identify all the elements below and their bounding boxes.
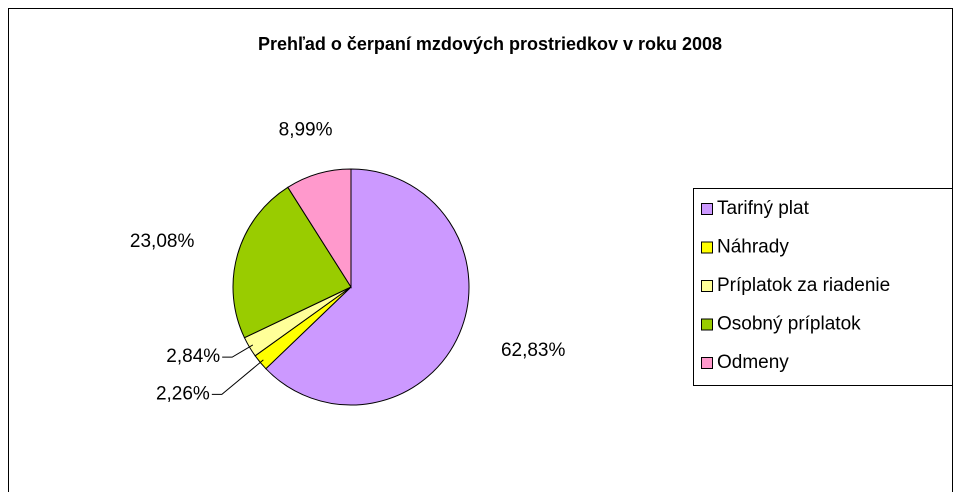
- legend-label: Príplatok za riadenie: [717, 275, 890, 296]
- leader-line: [222, 344, 254, 358]
- legend-box: [693, 188, 953, 386]
- legend-label: Náhrady: [717, 237, 789, 258]
- legend-swatch: [701, 241, 713, 254]
- pie-slice: [265, 168, 470, 406]
- data-label: 62,83%: [501, 340, 566, 361]
- data-label: 2,84%: [166, 346, 220, 367]
- legend-swatch: [701, 203, 713, 215]
- pie-slice: [287, 168, 352, 289]
- data-label: 2,26%: [156, 383, 210, 404]
- data-label: 8,99%: [279, 119, 333, 140]
- legend-label: Osobný príplatok: [717, 314, 861, 335]
- pie-slice: [232, 186, 352, 339]
- legend-label: Tarifný plat: [717, 198, 810, 219]
- legend-label: Odmeny: [717, 352, 789, 373]
- legend-swatch: [701, 318, 713, 331]
- chart-title: Prehľad o čerpaní mzdových prostriedkov …: [258, 34, 722, 54]
- data-label: 23,08%: [130, 231, 195, 252]
- legend-swatch: [701, 280, 713, 292]
- leader-line: [211, 359, 264, 395]
- legend-swatch: [701, 357, 713, 369]
